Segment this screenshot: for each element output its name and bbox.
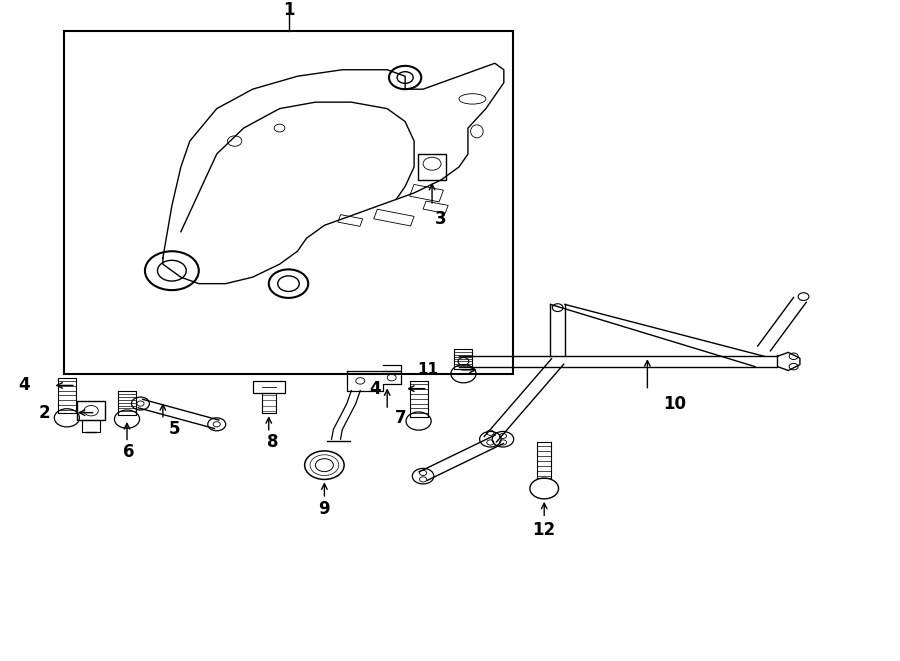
Text: 3: 3 [436, 210, 446, 228]
Bar [418, 154, 446, 180]
Text: 9: 9 [319, 500, 330, 518]
Text: 2: 2 [39, 404, 50, 422]
Text: 5: 5 [169, 420, 180, 438]
Bar [410, 184, 444, 202]
Text: 11: 11 [417, 362, 438, 377]
Bar [76, 401, 105, 420]
Text: 12: 12 [533, 521, 556, 539]
Text: 7: 7 [395, 409, 407, 427]
Text: 6: 6 [123, 442, 134, 461]
Text: 8: 8 [267, 434, 279, 451]
Text: 4: 4 [18, 376, 30, 395]
Text: 10: 10 [662, 395, 686, 412]
Bar [374, 210, 414, 226]
Bar [253, 381, 285, 393]
Bar [338, 215, 363, 226]
Text: 1: 1 [283, 1, 294, 19]
Text: 4: 4 [370, 379, 382, 398]
Bar [64, 31, 513, 374]
Bar [423, 201, 448, 214]
